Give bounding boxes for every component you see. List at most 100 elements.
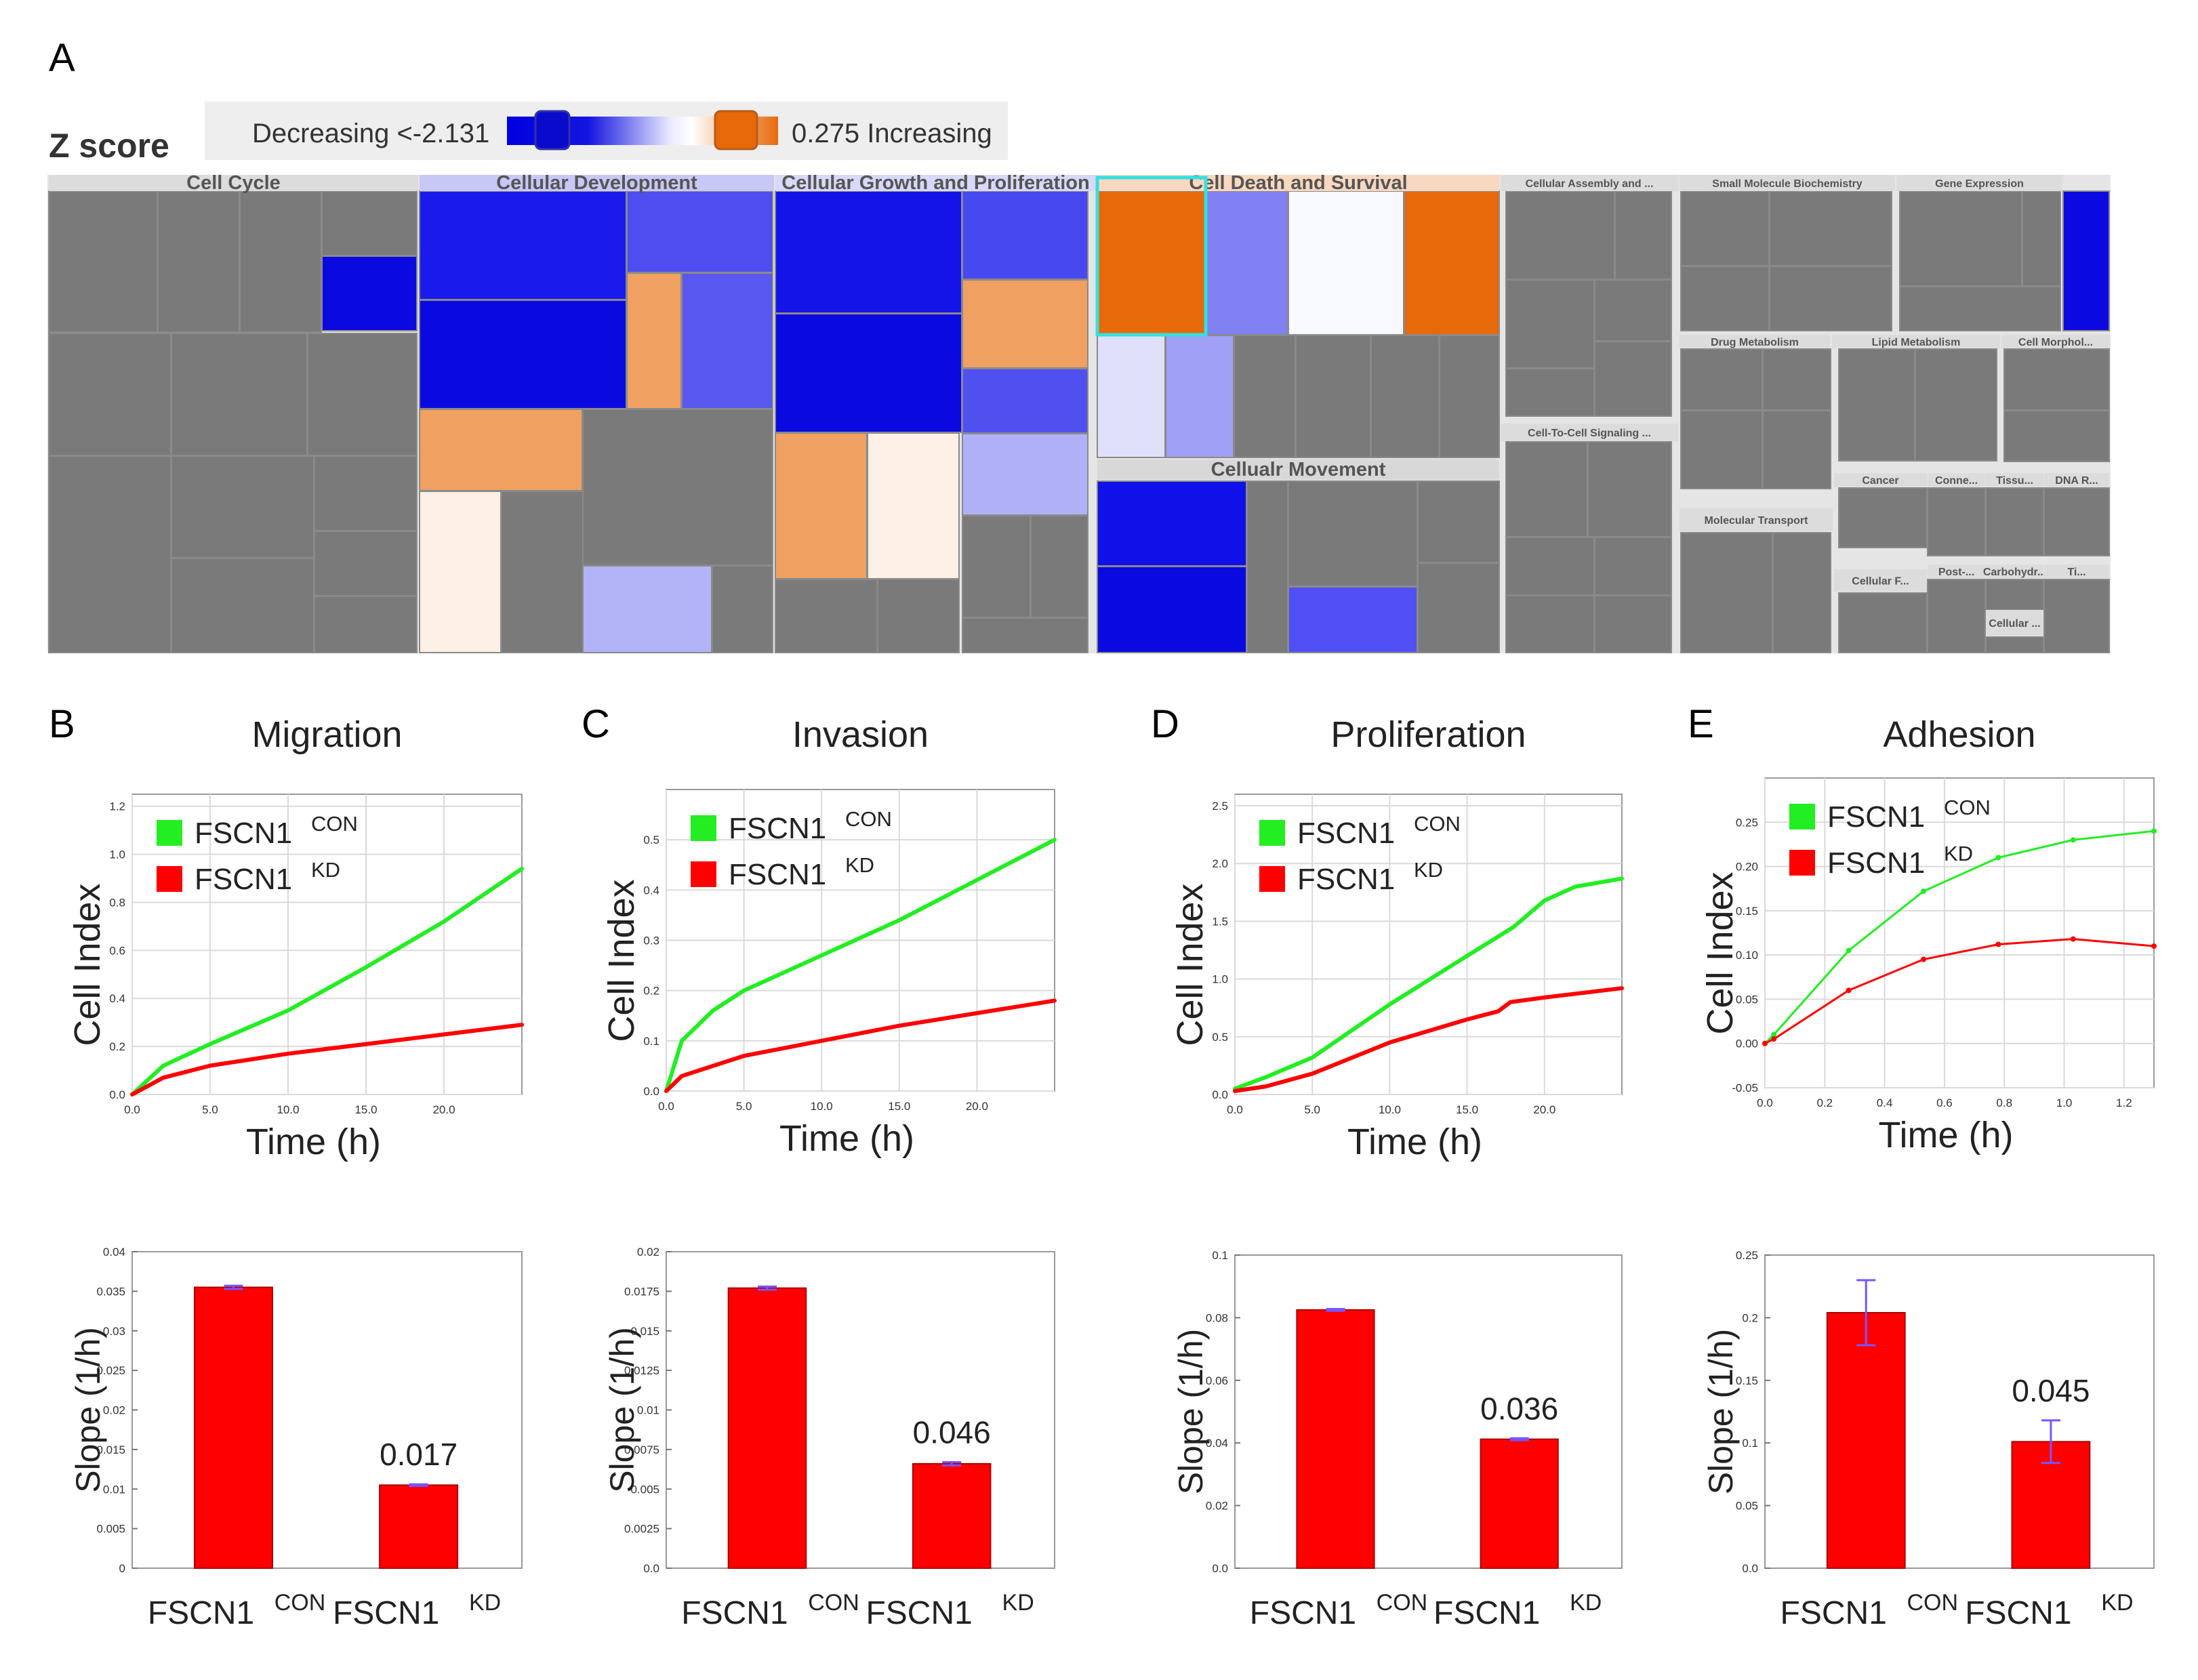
migration-legend-kd-swatch	[157, 866, 182, 892]
treemap-header-molecular-transport: Molecular Transport	[1705, 515, 1809, 527]
migration-bar-y-tick-label: 0.03	[103, 1325, 125, 1338]
treemap-cell	[239, 190, 322, 333]
treemap-cell	[1097, 190, 1206, 335]
migration-legend-kd-label: FSCN1	[195, 863, 292, 896]
treemap-cell	[1097, 335, 1166, 458]
migration-y-tick-label: 0.0	[109, 1088, 125, 1101]
treemap-cell	[48, 455, 171, 653]
treemap-header-small-molecule-bar	[1680, 175, 1895, 191]
treemap-cell	[1246, 480, 1288, 653]
treemap-cell	[321, 255, 418, 331]
migration-legend-kd-superscript: KD	[311, 858, 340, 882]
treemap-header-carbohydrate-bar	[1986, 565, 2043, 578]
migration-bar-category-con-label: FSCN1	[148, 1595, 254, 1631]
treemap-cell	[314, 531, 418, 596]
invasion-bar-y-tick-label: 0.0175	[624, 1285, 659, 1298]
treemap-cell	[314, 455, 418, 531]
treemap-cell	[321, 190, 418, 256]
zscore-decrease-handle[interactable]	[534, 110, 571, 150]
treemap-cell	[582, 565, 712, 653]
proliferation-x-tick-label: 15.0	[1456, 1103, 1478, 1116]
treemap-cell	[1417, 480, 1500, 563]
adhesion-y-tick-label: 0.20	[1736, 861, 1758, 874]
proliferation-bar-y-tick-label: 0.08	[1206, 1311, 1228, 1324]
proliferation-bar-y-tick-label: 0.0	[1212, 1562, 1228, 1575]
invasion-y-tick-label: 0.5	[643, 834, 659, 846]
treemap-header-cell-morphology: Cell Morphol...	[2018, 337, 2093, 348]
line-chart-invasion: Invasion 0.0 0.1 0.2 0.3 0.4 0.5 0.0 5.0 10.0 15.0…	[601, 714, 1057, 1159]
proliferation-y-tick-label: 2.5	[1212, 800, 1228, 813]
treemap-cell	[1404, 190, 1500, 335]
invasion-bar-y-tick-label: 0.0125	[624, 1364, 659, 1377]
treemap-header-connective: Conne...	[1935, 475, 1978, 487]
migration-bar-y-tick-label: 0.035	[96, 1285, 125, 1298]
adhesion-series-kd-point	[1846, 987, 1852, 993]
treemap-cell	[1505, 537, 1595, 596]
treemap-cell	[1927, 579, 1986, 653]
treemap-header-cancer-bar	[1834, 473, 1927, 487]
zscore-increase-handle[interactable]	[714, 110, 758, 150]
invasion-bar-y-tick-label: 0.0	[643, 1562, 659, 1575]
proliferation-legend-kd-label: FSCN1	[1297, 863, 1395, 896]
adhesion-bar-con	[1826, 1312, 1906, 1570]
proliferation-y-tick-label: 1.5	[1212, 915, 1228, 928]
proliferation-x-axis-label: Time (h)	[1347, 1122, 1482, 1162]
treemap-cell	[1097, 480, 1247, 567]
migration-legend-con-superscript: CON	[311, 812, 358, 836]
proliferation-bar-con	[1296, 1309, 1375, 1569]
adhesion-x-tick-label: 0.8	[1996, 1097, 2012, 1109]
treemap-cell	[419, 190, 627, 300]
adhesion-x-tick-label: 0.2	[1816, 1097, 1833, 1109]
proliferation-series-con-line	[1233, 876, 1624, 1091]
adhesion-bar-category-kd-label: FSCN1	[1965, 1595, 2071, 1631]
proliferation-legend-con-swatch	[1259, 820, 1285, 846]
treemap-cell	[775, 313, 962, 433]
migration-y-tick-label: 0.6	[109, 944, 125, 957]
treemap-cell	[1769, 266, 1892, 331]
treemap-header-ti: Ti...	[2067, 567, 2085, 578]
treemap-cell	[1762, 410, 1831, 489]
migration-x-axis-label: Time (h)	[246, 1122, 381, 1162]
panel-letter-c: C	[582, 702, 610, 746]
treemap: Cell Cycle Cellular Development Cellular G…	[48, 172, 2110, 653]
migration-bar-kd	[379, 1484, 459, 1570]
adhesion-y-tick-label: 0.10	[1736, 949, 1758, 962]
proliferation-y-tick-label: 0.0	[1212, 1088, 1228, 1101]
treemap-header-dna: DNA R...	[2055, 475, 2098, 487]
treemap-cell	[1030, 515, 1088, 618]
zscore-title: Z score	[49, 127, 169, 165]
proliferation-x-tick-label: 20.0	[1533, 1103, 1555, 1116]
migration-bar-y-tick-label: 0	[119, 1562, 125, 1575]
treemap-cell	[1288, 190, 1404, 335]
treemap-header-post: Post-...	[1938, 567, 1974, 578]
treemap-cell	[1985, 487, 2044, 556]
treemap-cell	[1417, 562, 1500, 653]
invasion-x-tick-label: 10.0	[811, 1100, 833, 1113]
panel-letter-b: B	[49, 702, 75, 746]
adhesion-bar-annotation: 0.045	[2012, 1373, 2090, 1408]
adhesion-series-kd-point	[1771, 1036, 1777, 1042]
adhesion-bar-y-tick-label: 0.0	[1742, 1562, 1758, 1575]
treemap-cell	[419, 300, 627, 409]
treemap-header-cellular-development-bar	[420, 175, 774, 191]
treemap-cell	[877, 579, 960, 653]
treemap-cell	[1769, 190, 1892, 266]
treemap-header-lipid-metabolism-bar	[1832, 335, 2000, 348]
treemap-cell	[681, 272, 773, 409]
proliferation-bar-category-con-label: FSCN1	[1250, 1595, 1356, 1631]
proliferation-legend-con-label: FSCN1	[1297, 817, 1395, 850]
treemap-header-cellular-growth-bar	[775, 175, 1096, 191]
migration-bar-y-tick-label: 0.005	[96, 1523, 125, 1536]
adhesion-legend-kd-superscript: KD	[1944, 842, 1973, 865]
treemap-header-cellular-ellipsis-bar	[1986, 610, 2043, 636]
treemap-cell	[1915, 348, 1997, 462]
treemap-header-cell-to-cell-bar	[1501, 424, 1678, 441]
treemap-cell	[962, 190, 1088, 280]
treemap-cell	[171, 558, 314, 653]
adhesion-x-tick-label: 0.6	[1936, 1097, 1953, 1109]
adhesion-y-tick-label: 0.00	[1736, 1038, 1758, 1050]
proliferation-x-tick-label: 5.0	[1304, 1103, 1320, 1116]
adhesion-legend-kd-swatch	[1789, 850, 1815, 876]
invasion-x-tick-label: 20.0	[966, 1100, 988, 1113]
